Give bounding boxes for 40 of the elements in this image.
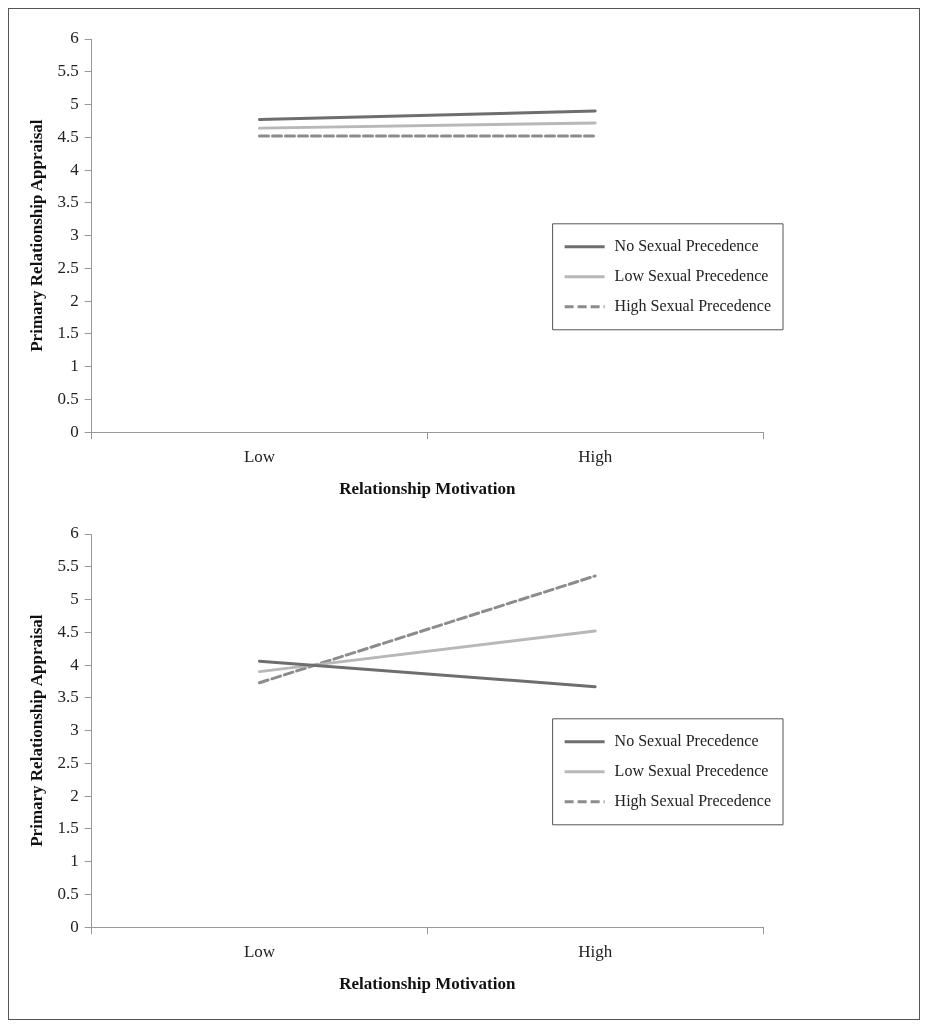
y-tick-label: 4: [70, 159, 80, 179]
y-tick-label: 1: [70, 851, 79, 871]
y-tick-label: 2.5: [57, 752, 79, 772]
y-tick-label: 1.5: [57, 818, 79, 838]
y-tick-label: 3: [70, 720, 79, 740]
legend-label: No Sexual Precedence: [614, 732, 759, 750]
legend-label: High Sexual Precedence: [614, 297, 772, 316]
y-tick-label: 5: [70, 589, 79, 608]
y-tick-label: 2.5: [57, 257, 79, 277]
x-tick-label: Low: [243, 941, 276, 961]
y-tick-label: 0: [70, 421, 79, 441]
y-tick-label: 4: [70, 654, 80, 674]
y-tick-label: 0.5: [57, 388, 79, 408]
legend-label: High Sexual Precedence: [614, 792, 772, 811]
y-tick-label: 6: [70, 523, 79, 543]
y-tick-label: 2: [70, 290, 79, 310]
x-axis-title: Relationship Motivation: [339, 479, 516, 499]
x-tick-label: High: [578, 446, 613, 466]
legend-label: Low Sexual Precedence: [614, 762, 769, 780]
y-tick-label: 3.5: [57, 687, 79, 707]
y-tick-label: 3.5: [57, 192, 79, 212]
x-axis-title: Relationship Motivation: [339, 974, 516, 994]
y-tick-label: 5: [70, 94, 79, 113]
y-tick-label: 4.5: [57, 621, 79, 641]
legend-label: Low Sexual Precedence: [614, 267, 769, 285]
y-tick-label: 0.5: [57, 883, 79, 903]
x-tick-label: Low: [243, 446, 276, 466]
legend-label: No Sexual Precedence: [614, 237, 759, 255]
x-tick-label: High: [578, 941, 613, 961]
y-tick-label: 0: [70, 916, 79, 936]
y-tick-label: 5.5: [57, 61, 79, 81]
y-tick-label: 1.5: [57, 323, 79, 343]
y-tick-label: 2: [70, 785, 79, 805]
y-axis-title: Primary Relationship Appraisal: [26, 119, 46, 352]
y-tick-label: 5.5: [57, 556, 79, 576]
y-tick-label: 3: [70, 225, 79, 245]
y-tick-label: 6: [70, 28, 79, 48]
y-tick-label: 1: [70, 356, 79, 376]
y-axis-title: Primary Relationship Appraisal: [26, 614, 46, 847]
y-tick-label: 4.5: [57, 126, 79, 146]
